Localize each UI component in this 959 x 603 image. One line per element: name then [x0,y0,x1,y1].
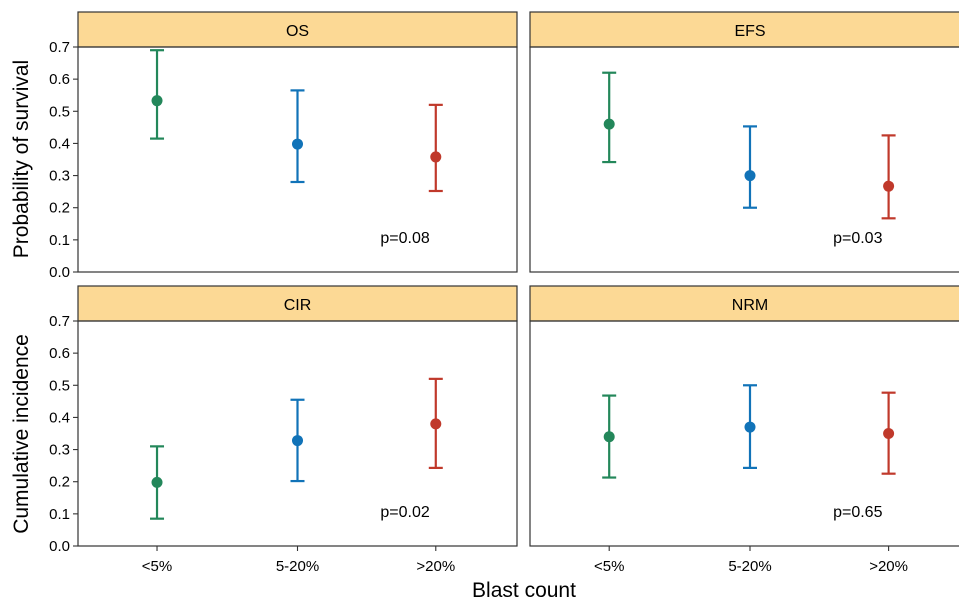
strip-label-os: OS [286,23,309,40]
panel-border-efs [529,46,959,273]
y-tick-label: 0.4 [49,135,70,152]
panels-layer: OS 0.0 0.1 0.2 0.3 0.4 0.5 0.6 0.7 p=0.08 EFS p=0.0… [49,11,959,575]
x-tick-label: <5% [594,558,624,575]
estimate-point [151,95,163,107]
point-range-efs-2 [881,134,896,220]
point-range-efs-1 [743,125,757,209]
point-range-os-1 [290,89,305,184]
strip-efs [529,11,959,48]
point-range-os-0 [150,49,165,140]
x-tick-label: 5-20% [728,558,771,575]
p-value-nrm: p=0.65 [833,504,882,521]
x-tick-label: <5% [142,558,172,575]
strip-label-efs: EFS [734,23,765,40]
estimate-point [430,418,442,430]
strip-label-nrm: NRM [732,297,768,314]
estimate-point [603,431,615,443]
x-axis-title: Blast count [472,579,576,602]
point-range-nrm-2 [881,391,896,475]
y-tick-label: 0.1 [49,506,70,523]
y-tick-label: 0.2 [49,200,70,217]
p-value-cir: p=0.02 [380,504,429,521]
point-range-nrm-0 [602,394,617,479]
y-tick-label: 0.7 [49,39,70,56]
y-tick-label: 0.1 [49,232,70,249]
estimate-point [151,476,163,488]
point-range-cir-2 [428,377,443,469]
estimate-point [744,170,756,182]
point-range-nrm-1 [743,384,757,469]
panel-nrm: NRM <5% 5-20% >20% p=0.65 [529,285,959,575]
estimate-point [744,421,756,433]
panel-border-nrm [529,320,959,547]
y-tick-label: 0.4 [49,409,70,426]
estimate-point [883,180,895,192]
y-tick-label: 0.7 [49,313,70,330]
panel-efs: EFS p=0.03 [529,11,959,273]
y-tick-label: 0.0 [49,264,70,281]
panel-cir: CIR 0.0 0.1 0.2 0.3 0.4 0.5 0.6 0.7 <5% 5-20% >20% p… [49,285,518,575]
y-axis-title-top: Probability of survival [10,60,33,258]
panel-os: OS 0.0 0.1 0.2 0.3 0.4 0.5 0.6 0.7 p=0.08 [49,11,518,281]
point-range-cir-0 [150,445,165,520]
estimate-point [430,151,442,163]
p-value-efs: p=0.03 [833,230,882,247]
estimate-point [883,428,895,439]
point-range-efs-0 [602,71,617,164]
y-tick-label: 0.6 [49,71,70,88]
y-tick-label: 0.5 [49,103,70,120]
point-range-os-2 [428,103,443,193]
y-tick-label: 0.5 [49,377,70,394]
y-axis-title-bottom: Cumulative incidence [10,334,33,534]
strip-nrm [529,285,959,322]
strip-cir [77,285,518,322]
x-tick-label: >20% [416,558,455,575]
y-tick-label: 0.3 [49,442,70,459]
x-tick-label: >20% [869,558,908,575]
point-range-cir-1 [290,398,305,483]
estimate-point [292,138,303,150]
y-tick-label: 0.2 [49,474,70,491]
panel-border-os [77,46,518,273]
strip-os [77,11,518,48]
estimate-point [292,435,303,447]
p-value-os: p=0.08 [380,230,429,247]
y-tick-label: 0.6 [49,345,70,362]
y-tick-label: 0.0 [49,538,70,555]
y-tick-label: 0.3 [49,168,70,185]
x-tick-label: 5-20% [276,558,319,575]
estimate-point [603,118,615,130]
strip-label-cir: CIR [284,297,312,314]
